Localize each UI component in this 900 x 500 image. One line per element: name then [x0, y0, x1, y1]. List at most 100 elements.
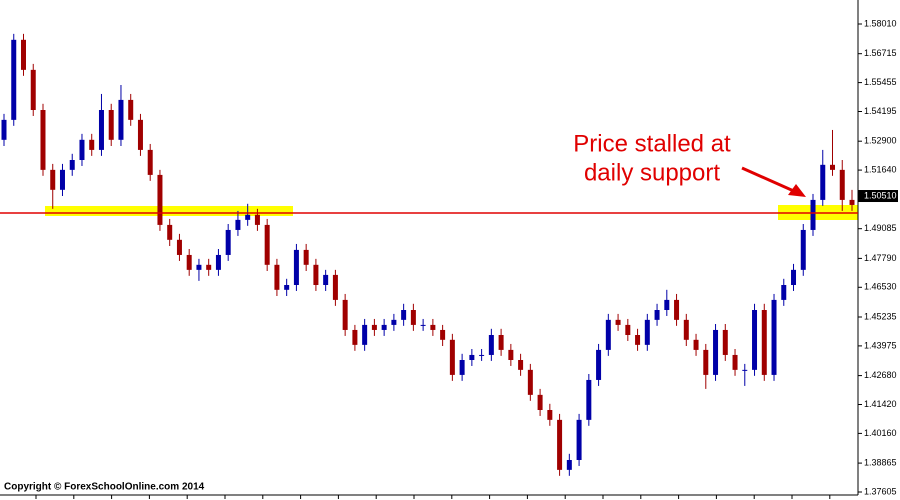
candle-body — [596, 349, 602, 380]
candle-body — [254, 214, 260, 225]
candle-body — [235, 219, 241, 230]
candle-body — [781, 285, 787, 300]
last-price-label: 1.50510 — [864, 190, 897, 200]
candle-body — [420, 324, 426, 326]
y-tick-label: 1.58010 — [864, 18, 897, 28]
candle-body — [800, 229, 806, 270]
candle-body — [118, 99, 124, 140]
candle-body — [635, 335, 641, 345]
candle-body — [625, 324, 631, 335]
candle-body — [547, 410, 553, 420]
candle-body — [508, 349, 514, 360]
candle-body — [274, 264, 280, 290]
annotation-arrow — [741, 166, 797, 194]
y-tick-label: 1.54195 — [864, 106, 897, 116]
candle-body — [761, 310, 767, 375]
candle-body — [284, 285, 290, 290]
y-tick-label: 1.52900 — [864, 136, 897, 146]
candle-body — [518, 360, 524, 370]
candle-body — [371, 324, 377, 330]
y-tick-label: 1.49085 — [864, 223, 897, 233]
candle-body — [50, 169, 56, 190]
candle-body — [537, 394, 543, 410]
candle-body — [137, 119, 143, 150]
copyright: Copyright © ForexSchoolOnline.com 2014 — [4, 482, 205, 493]
candle-body — [810, 199, 816, 230]
candle-body — [293, 249, 299, 285]
candle-body — [488, 335, 494, 355]
candle-body — [449, 339, 455, 375]
last-price-box — [858, 190, 898, 203]
candle-body — [566, 460, 572, 470]
candle-body — [362, 324, 368, 345]
candle-body — [69, 160, 75, 170]
candle-body — [89, 139, 95, 150]
candle-body — [215, 254, 221, 270]
candle-body — [771, 299, 777, 375]
candle-body — [206, 264, 212, 270]
candle-body — [30, 69, 36, 110]
candle-body — [469, 354, 475, 360]
support-zone — [45, 206, 293, 216]
candle-body — [98, 110, 104, 150]
candle-body — [323, 274, 329, 285]
y-tick-label: 1.45235 — [864, 311, 897, 321]
candle-body — [576, 419, 582, 460]
candle-body — [605, 319, 611, 350]
candle-body — [381, 324, 387, 330]
candle-body — [683, 319, 689, 340]
candle-body — [430, 324, 436, 330]
y-tick-label: 1.56715 — [864, 48, 897, 58]
candle-body — [245, 214, 251, 220]
candle-body — [703, 349, 709, 375]
candle-body — [79, 139, 85, 160]
candle-body — [615, 319, 621, 325]
y-tick-label: 1.47790 — [864, 253, 897, 263]
candle-body — [157, 174, 163, 225]
y-tick-label: 1.40160 — [864, 428, 897, 438]
candle-body — [644, 319, 650, 345]
candle-body — [459, 360, 465, 375]
candle-body — [332, 274, 338, 300]
candle-body — [59, 169, 65, 190]
candle-body — [713, 329, 719, 375]
candle-body — [128, 99, 134, 120]
plot-area — [1, 33, 855, 476]
candle-body — [732, 354, 738, 370]
candle-body — [352, 329, 358, 345]
y-tick-label: 1.43975 — [864, 340, 897, 350]
candle-body — [313, 264, 319, 285]
y-tick-label: 1.37605 — [864, 486, 897, 496]
y-tick-label: 1.55455 — [864, 77, 897, 87]
candle-body — [147, 149, 153, 175]
candle-body — [440, 329, 446, 340]
candle-body — [167, 224, 173, 240]
candle-body — [40, 110, 46, 170]
candle-body — [557, 419, 563, 470]
candle-body — [752, 310, 758, 370]
candle-body — [527, 369, 533, 395]
candle-body — [225, 229, 231, 255]
candle-body — [820, 164, 826, 200]
candle-body — [410, 310, 416, 325]
candle-body — [342, 299, 348, 330]
candle-body — [586, 379, 592, 420]
y-tick-label: 1.38865 — [864, 457, 897, 467]
candle-body — [664, 299, 670, 310]
candle-body — [849, 199, 855, 205]
candle-body — [1, 119, 7, 140]
y-tick-label: 1.42680 — [864, 370, 897, 380]
candle-body — [108, 110, 114, 140]
y-tick-label: 1.41420 — [864, 399, 897, 409]
candle-body — [722, 329, 728, 355]
candle-body — [791, 269, 797, 285]
candle-body — [839, 169, 845, 200]
candle-body — [264, 224, 270, 265]
candle-body — [196, 264, 202, 270]
candle-body — [20, 39, 26, 70]
candle-body — [674, 299, 680, 320]
annotation: Price stalled at — [573, 130, 731, 157]
candle-body — [176, 239, 182, 255]
